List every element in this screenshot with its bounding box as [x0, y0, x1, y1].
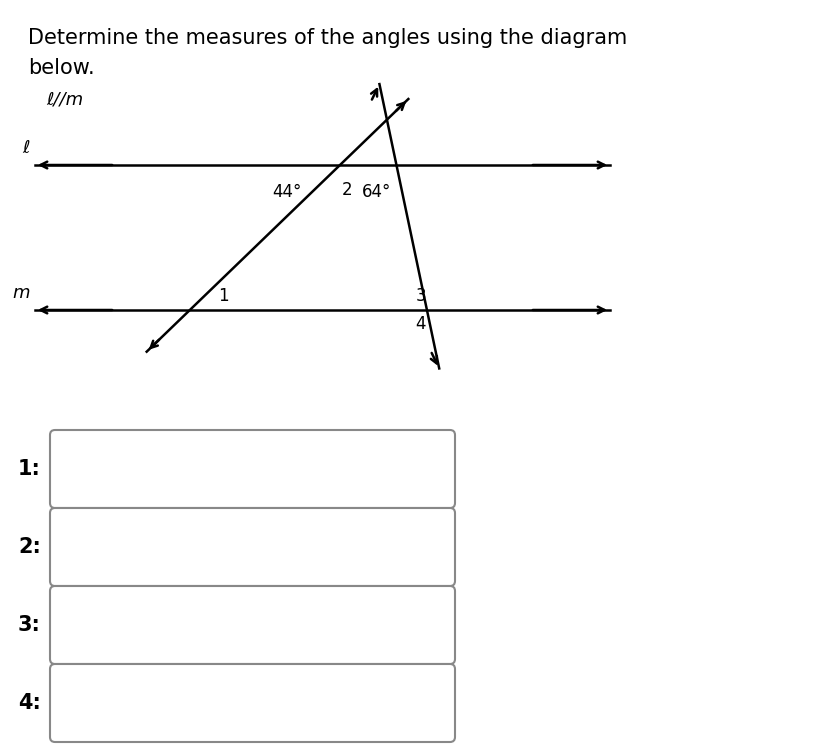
Text: ℓ//m: ℓ//m	[46, 90, 83, 108]
Text: 4:: 4:	[18, 693, 41, 713]
Text: 44°: 44°	[272, 183, 302, 201]
Text: m: m	[12, 284, 30, 302]
FancyBboxPatch shape	[50, 430, 455, 508]
Text: below.: below.	[28, 58, 94, 78]
Text: 4: 4	[415, 315, 426, 333]
Text: Determine the measures of the angles using the diagram: Determine the measures of the angles usi…	[28, 28, 627, 48]
Text: 3:: 3:	[18, 615, 41, 635]
Text: 3: 3	[415, 287, 426, 305]
FancyBboxPatch shape	[50, 664, 455, 742]
Text: 1:: 1:	[18, 459, 41, 479]
Text: 1: 1	[218, 287, 228, 305]
FancyBboxPatch shape	[50, 586, 455, 664]
FancyBboxPatch shape	[50, 508, 455, 586]
Text: 64°: 64°	[361, 183, 391, 201]
Text: 2:: 2:	[18, 537, 41, 557]
Text: 2: 2	[342, 181, 352, 199]
Text: ℓ: ℓ	[22, 139, 30, 157]
